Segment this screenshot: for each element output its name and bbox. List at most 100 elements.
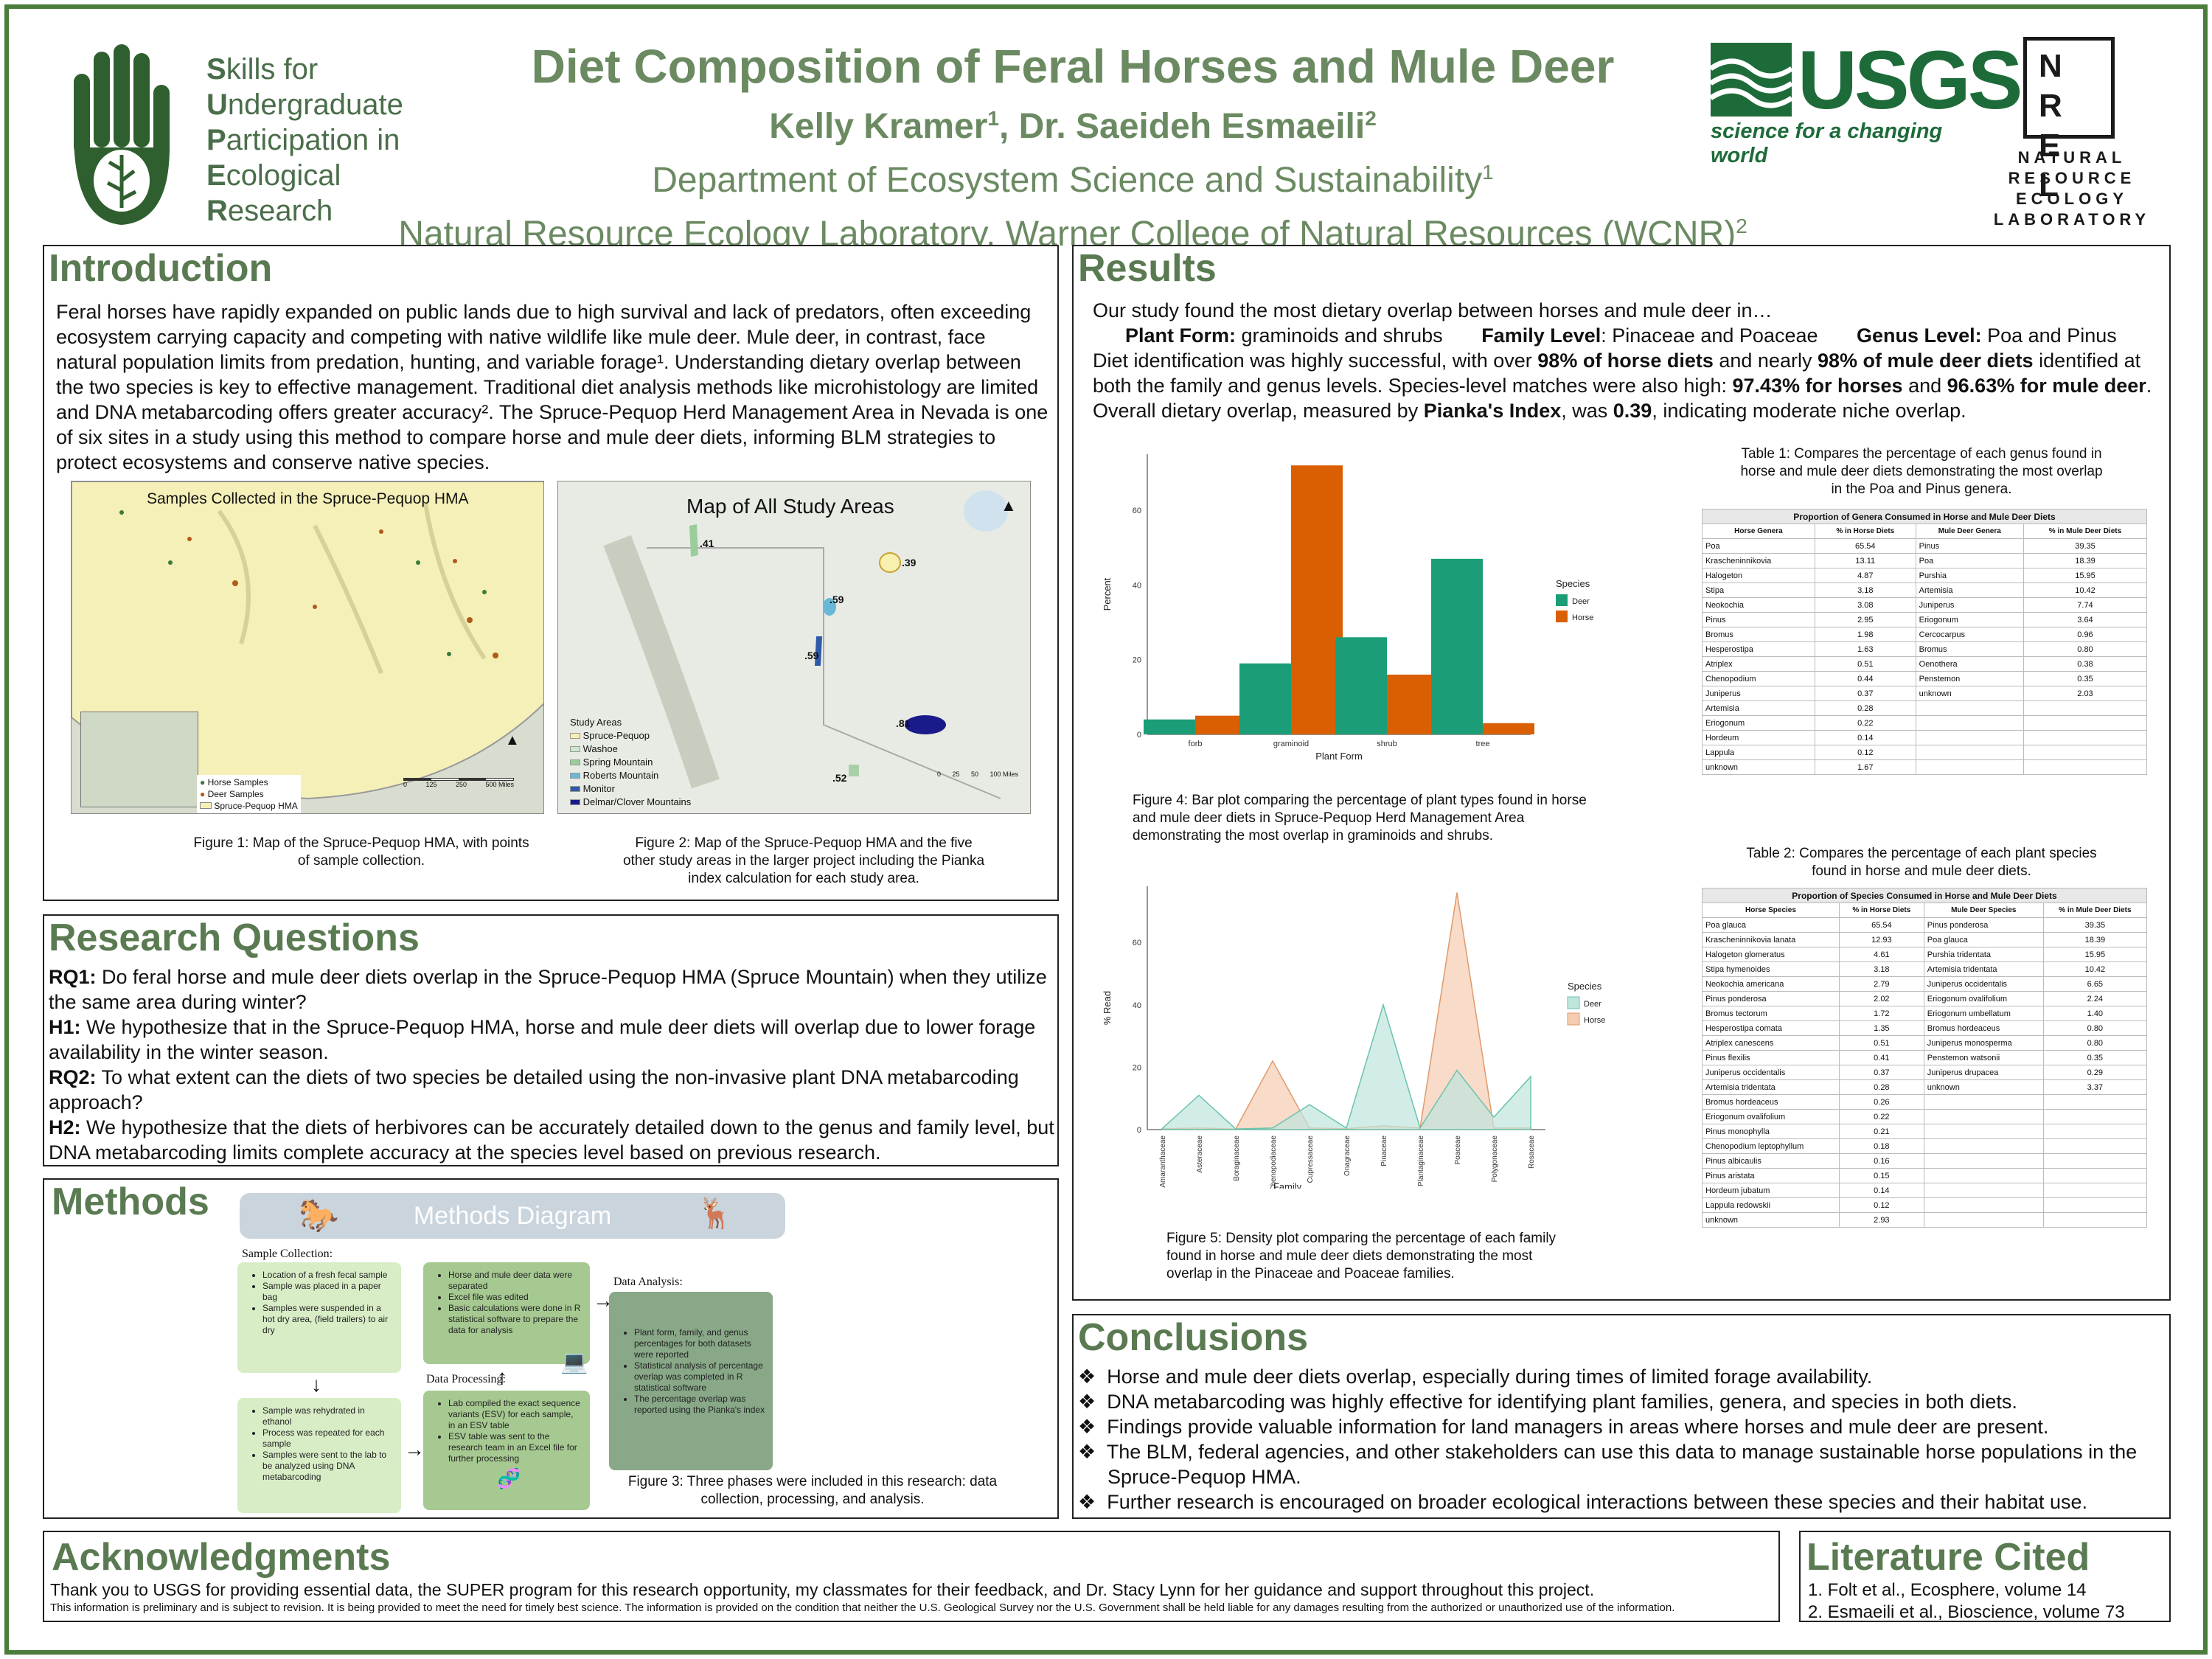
table-cell: 0.35 bbox=[2023, 671, 2148, 686]
table-cell: 12.93 bbox=[1838, 932, 1924, 947]
table-cell bbox=[2042, 1153, 2148, 1169]
section-title: Conclusions bbox=[1078, 1316, 1309, 1359]
table-cell: 1.98 bbox=[1814, 627, 1916, 642]
table-row: Eriogonum ovalifolium 0.22 bbox=[1702, 1109, 2148, 1124]
y-tick-label: 60 bbox=[1133, 939, 1141, 947]
x-tick-label: Pinaceae bbox=[1380, 1135, 1388, 1166]
results-levels: Plant Form: graminoids and shrubs Family… bbox=[1125, 324, 2117, 347]
table-row: Poa glauca 65.54 Pinus ponderosa 39.35 bbox=[1702, 917, 2148, 933]
table-cell: Atriplex bbox=[1702, 656, 1815, 672]
y-axis-label: % Read bbox=[1102, 991, 1113, 1025]
deer-icon: 🦌 bbox=[697, 1197, 734, 1230]
usgs-tagline: science for a changing world bbox=[1711, 119, 1943, 167]
table-cell: 0.15 bbox=[1838, 1168, 1924, 1183]
table-cell: 1.72 bbox=[1838, 1006, 1924, 1021]
table-cell: 1.67 bbox=[1814, 759, 1916, 775]
table-row: unknown 2.93 bbox=[1702, 1212, 2148, 1228]
x-tick-label: shrub bbox=[1377, 740, 1397, 748]
table-cell: Hordeum jubatum bbox=[1702, 1183, 1840, 1198]
map-samples: Samples Collected in the Spruce-Pequop H… bbox=[71, 481, 544, 814]
table-cell: 0.41 bbox=[1838, 1050, 1924, 1065]
table-cell: Eriogonum umbellatum bbox=[1923, 1006, 2044, 1021]
arrow-right-icon: → bbox=[404, 1438, 425, 1461]
table-species: Proportion of Species Consumed in Horse … bbox=[1702, 888, 2148, 1228]
logo-initial: P bbox=[206, 124, 226, 156]
table-cell bbox=[1915, 730, 2024, 745]
x-tick-label: graminoid bbox=[1273, 740, 1309, 748]
table-cell: 0.96 bbox=[2023, 627, 2148, 642]
diagram-title: Methods Diagram bbox=[413, 1202, 612, 1230]
table-row: unknown 1.67 bbox=[1702, 759, 2148, 775]
table-cell: 13.11 bbox=[1814, 553, 1916, 568]
table-cell bbox=[1923, 1212, 2044, 1228]
table-row: Hesperostipa 1.63 Bromus 0.80 bbox=[1702, 641, 2148, 657]
table-cell: 0.12 bbox=[1838, 1197, 1924, 1213]
section-title: Results bbox=[1078, 247, 1217, 290]
table-cell: 39.35 bbox=[2023, 538, 2148, 554]
legend-swatch-horse bbox=[1556, 611, 1568, 622]
pianka-value: .81 bbox=[896, 717, 911, 729]
section-title: Introduction bbox=[49, 247, 273, 290]
table-genera: Proportion of Genera Consumed in Horse a… bbox=[1702, 509, 2148, 775]
usgs-wave-icon bbox=[1711, 43, 1792, 116]
table-cell bbox=[2023, 730, 2148, 745]
table-cell: Hesperostipa bbox=[1702, 641, 1815, 657]
table-cell: Artemisia tridentata bbox=[1923, 961, 2044, 977]
table-row: Pinus monophylla 0.21 bbox=[1702, 1124, 2148, 1139]
table-header: Mule Deer Genera bbox=[1915, 524, 2024, 539]
inset-map bbox=[80, 712, 198, 807]
table-header: Mule Deer Species bbox=[1923, 902, 2044, 918]
table-row: Hesperostipa comata 1.35 Bromus hordeaceus… bbox=[1702, 1020, 2148, 1036]
table-cell: 3.37 bbox=[2042, 1079, 2148, 1095]
usgs-logo: USGS science for a changing world bbox=[1711, 34, 2023, 167]
table-cell: 65.54 bbox=[1814, 538, 1916, 554]
table-row: Poa 65.54 Pinus 39.35 bbox=[1702, 538, 2148, 554]
table-cell: Neokochia americana bbox=[1702, 976, 1840, 992]
table-header: % in Mule Deer Diets bbox=[2042, 902, 2148, 918]
y-tick-label: 60 bbox=[1133, 507, 1141, 515]
scale-bar: 0 125 250 500 Miles bbox=[403, 778, 514, 788]
research-questions-section: Research Questions RQ1: Do feral horse a… bbox=[43, 914, 1059, 1166]
table-cell bbox=[1923, 1124, 2044, 1139]
legend-title: Species bbox=[1568, 981, 1602, 992]
table-cell: Juniperus bbox=[1915, 597, 2024, 613]
table-row: Artemisia tridentata 0.28 unknown 3.37 bbox=[1702, 1079, 2148, 1095]
table-cell: 0.80 bbox=[2023, 641, 2148, 657]
method-box-processing-1: Horse and mule deer data were separatedE… bbox=[423, 1262, 590, 1364]
table-cell: 1.40 bbox=[2042, 1006, 2148, 1021]
list-item: ❖ DNA metabarcoding was highly effective… bbox=[1078, 1391, 2017, 1413]
legend-label: Deer bbox=[1572, 597, 1590, 606]
table-row: Juniperus occidentalis 0.37 Juniperus drup… bbox=[1702, 1065, 2148, 1080]
table-cell: 0.16 bbox=[1838, 1153, 1924, 1169]
conclusions-section: Conclusions ❖ Horse and mule deer diets … bbox=[1072, 1314, 2171, 1519]
pianka-value: .59 bbox=[804, 650, 819, 661]
table-row: Hordeum jubatum 0.14 bbox=[1702, 1183, 2148, 1198]
table-row: Neokochia americana 2.79 Juniperus occiden… bbox=[1702, 976, 2148, 992]
poster-frame bbox=[4, 4, 2208, 1655]
table-cell: 0.80 bbox=[2042, 1020, 2148, 1036]
table-cell: 0.35 bbox=[2042, 1050, 2148, 1065]
table-cell: 2.93 bbox=[1838, 1212, 1924, 1228]
table-cell: Penstemon bbox=[1915, 671, 2024, 686]
x-tick-label: Asteraceae bbox=[1196, 1135, 1204, 1173]
table-cell: 0.44 bbox=[1814, 671, 1916, 686]
legend-label: Horse bbox=[1572, 613, 1593, 622]
table-cell: Poa glauca bbox=[1923, 932, 2044, 947]
logo-line: kills for bbox=[226, 53, 319, 86]
table-cell: Atriplex canescens bbox=[1702, 1035, 1840, 1051]
section-title: Acknowledgments bbox=[52, 1536, 391, 1579]
arrow-down-icon: ↓ bbox=[311, 1373, 321, 1396]
table-cell: Neokochia bbox=[1702, 597, 1815, 613]
table-cell bbox=[2042, 1197, 2148, 1213]
table-row: Juniperus 0.37 unknown 2.03 bbox=[1702, 686, 2148, 701]
scale-bar: 0 25 50 100 Miles bbox=[937, 771, 1018, 778]
bar-horse-shrub bbox=[1387, 674, 1439, 734]
table-cell: Bromus bbox=[1915, 641, 2024, 657]
y-tick-label: 0 bbox=[1137, 1126, 1141, 1135]
table-row: Pinus aristata 0.15 bbox=[1702, 1168, 2148, 1183]
x-tick-label: Rosaceae bbox=[1528, 1135, 1536, 1169]
table-cell: Chenopodium leptophyllum bbox=[1702, 1138, 1840, 1154]
table-cell: Eriogonum ovalifolium bbox=[1702, 1109, 1840, 1124]
table-cell: Eriogonum ovalifolium bbox=[1923, 991, 2044, 1006]
table-cell: Pinus flexilis bbox=[1702, 1050, 1840, 1065]
